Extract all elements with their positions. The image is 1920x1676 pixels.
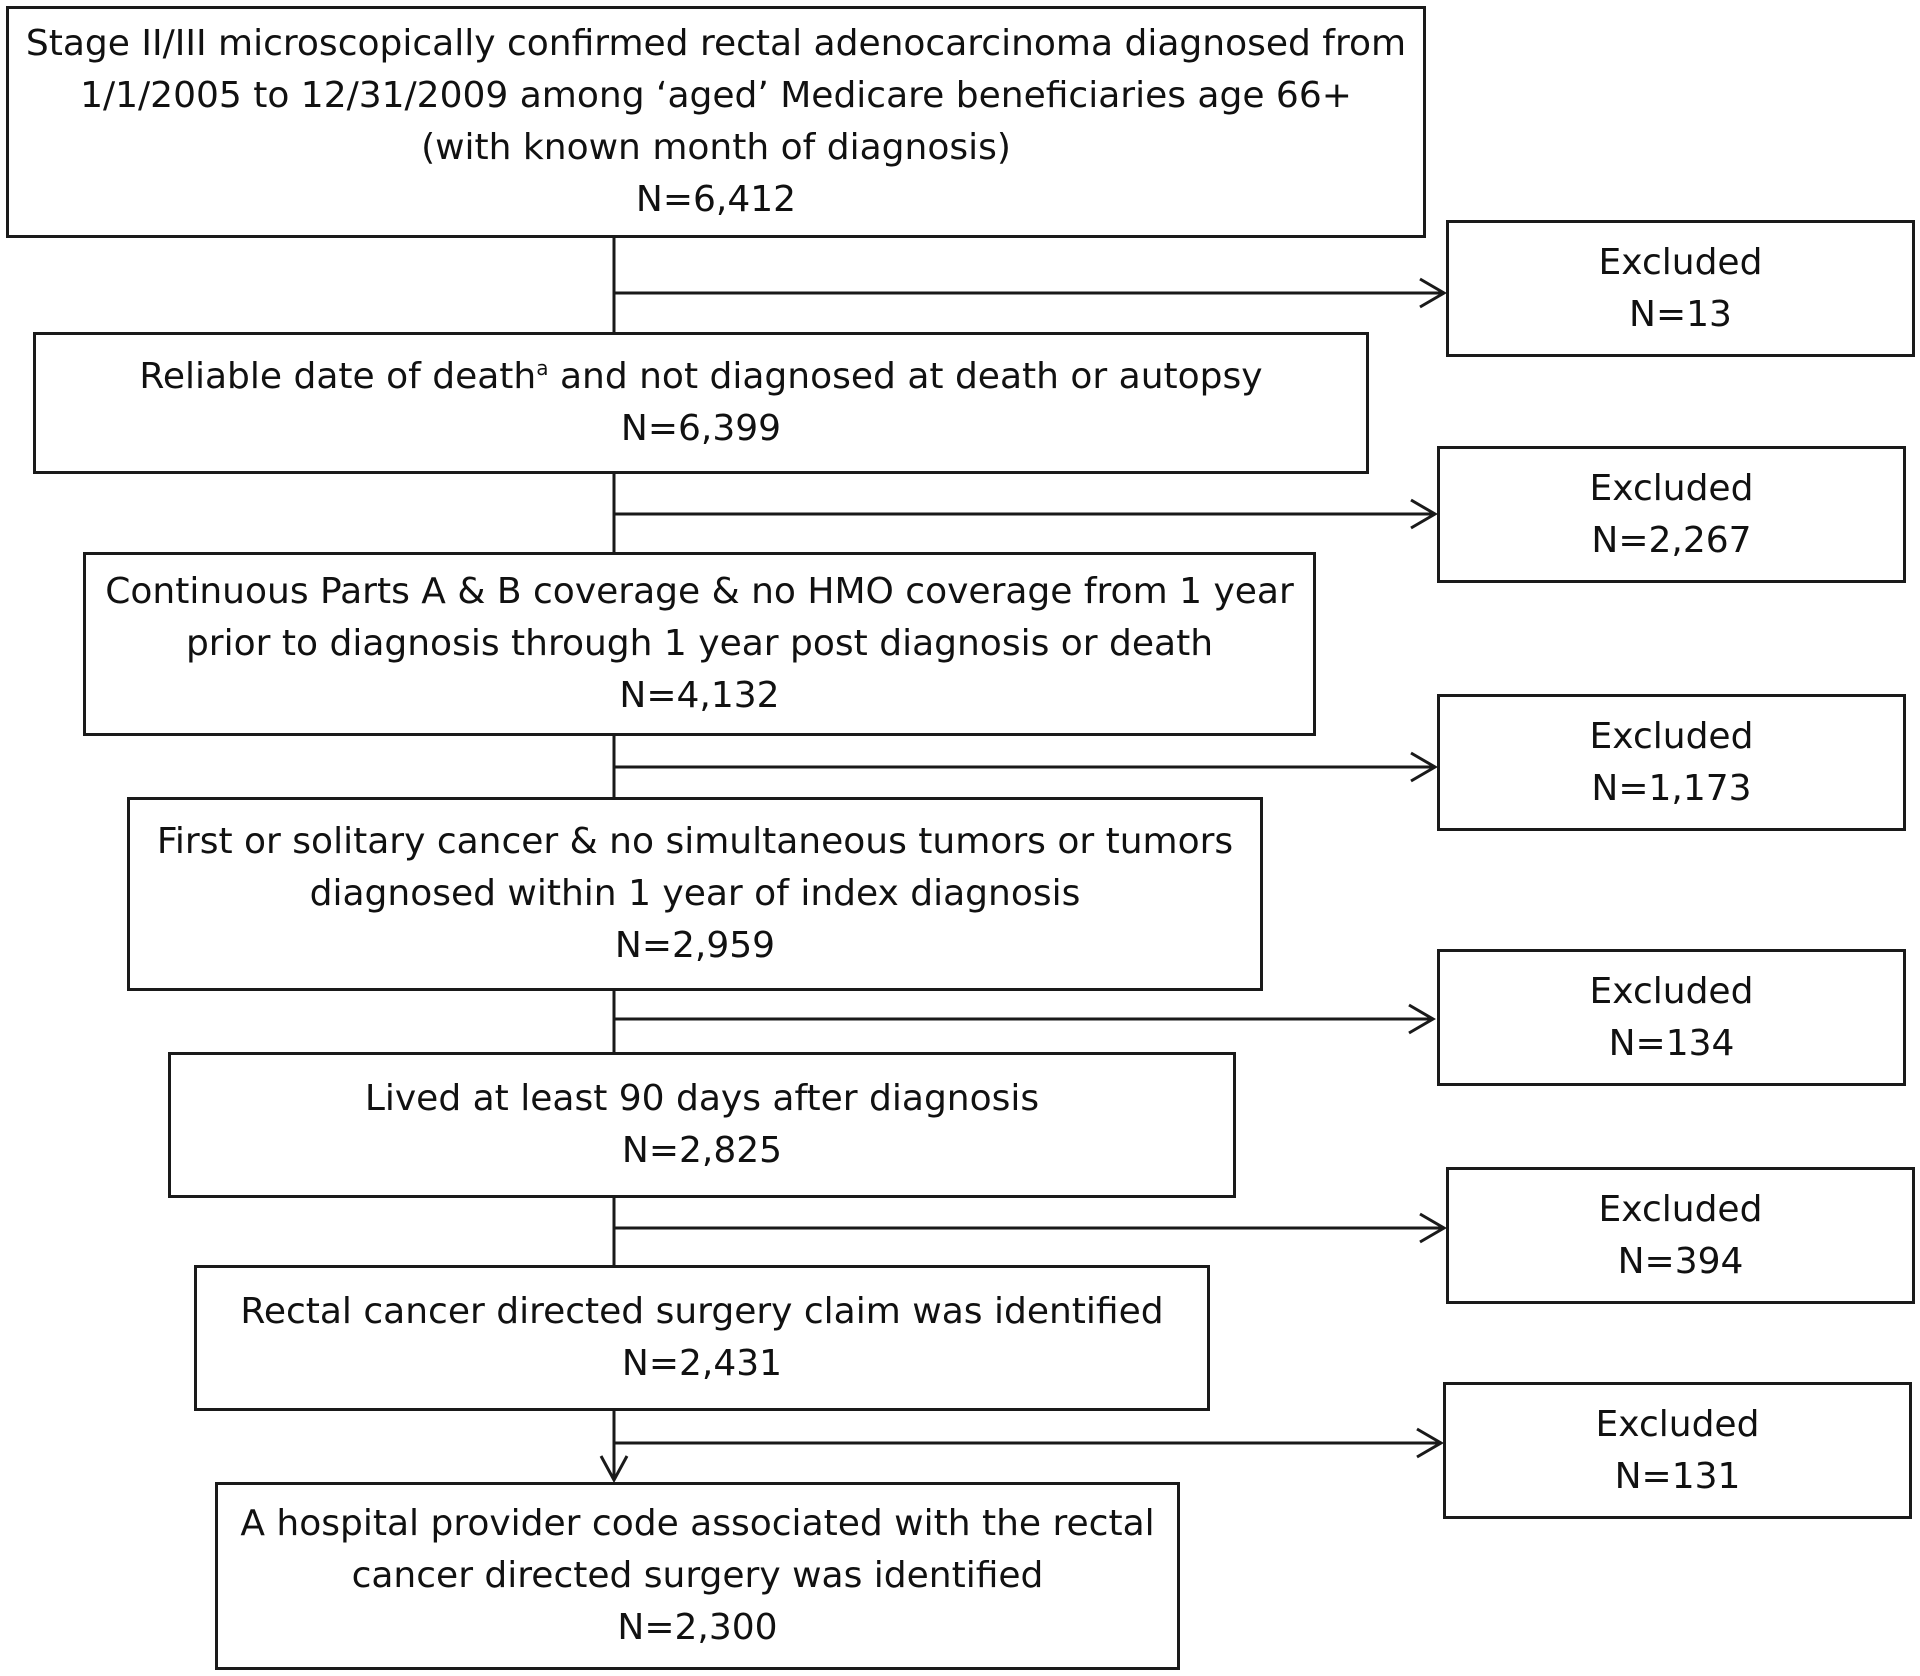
exclusion-arrowhead-5 (1419, 1212, 1447, 1244)
flow-box-4-line-1: First or solitary cancer & no simultaneo… (156, 821, 1234, 862)
flow-box-7-line-2: cancer directed surgery was identified (351, 1555, 1044, 1596)
flow-box-5-count: N=2,825 (621, 1130, 783, 1171)
flow-box-1-line-2: 1/1/2005 to 12/31/2009 among ‘aged’ Medi… (80, 75, 1352, 116)
final-down-arrowhead (599, 1455, 629, 1484)
flow-box-2-count: N=6,399 (620, 408, 782, 449)
excluded-box-5-label: Excluded (1598, 1188, 1763, 1230)
exclusion-arrowhead-6 (1416, 1427, 1444, 1459)
flow-box-7-count: N=2,300 (617, 1607, 778, 1648)
flow-box-7-line-1: A hospital provider code associated with… (240, 1503, 1155, 1544)
exclusion-arrowhead-1 (1419, 277, 1447, 309)
excluded-box-6-count: N=131 (1614, 1455, 1741, 1497)
excluded-box-4: Excluded N=134 (1437, 949, 1906, 1086)
flow-box-7: A hospital provider code associated with… (215, 1482, 1180, 1670)
exclusion-arrowhead-4 (1408, 1003, 1436, 1035)
excluded-box-5: Excluded N=394 (1446, 1167, 1915, 1304)
flow-box-1: Stage II/III microscopically confirmed r… (6, 6, 1426, 238)
flow-box-1-count: N=6,412 (635, 179, 797, 220)
flow-box-3-count: N=4,132 (619, 675, 780, 716)
flow-box-4-count: N=2,959 (614, 925, 776, 966)
excluded-box-3-label: Excluded (1589, 715, 1754, 757)
excluded-box-2: Excluded N=2,267 (1437, 446, 1906, 583)
excluded-box-1-label: Excluded (1598, 241, 1763, 283)
excluded-box-3-count: N=1,173 (1591, 767, 1752, 809)
flow-box-3-line-2: prior to diagnosis through 1 year post d… (185, 623, 1214, 664)
flow-box-2-text-pre: Reliable date of death (139, 356, 537, 397)
flow-box-3: Continuous Parts A & B coverage & no HMO… (83, 552, 1316, 736)
flow-box-2: Reliable date of deatha and not diagnose… (33, 332, 1369, 474)
exclusion-arrowhead-3 (1410, 751, 1438, 783)
flow-box-6: Rectal cancer directed surgery claim was… (194, 1265, 1210, 1411)
excluded-box-1: Excluded N=13 (1446, 220, 1915, 357)
excluded-box-3: Excluded N=1,173 (1437, 694, 1906, 831)
flow-box-6-count: N=2,431 (621, 1343, 783, 1384)
excluded-box-4-count: N=134 (1608, 1022, 1735, 1064)
excluded-box-6-label: Excluded (1595, 1403, 1760, 1445)
flow-box-1-line-1: Stage II/III microscopically confirmed r… (25, 23, 1407, 64)
flow-box-4-line-2: diagnosed within 1 year of index diagnos… (309, 873, 1081, 914)
flow-box-4: First or solitary cancer & no simultaneo… (127, 797, 1263, 991)
flow-box-2-line-1: Reliable date of deatha and not diagnose… (139, 351, 1262, 403)
flow-box-5: Lived at least 90 days after diagnosis N… (168, 1052, 1236, 1198)
flow-box-2-text-post: and not diagnosed at death or autopsy (548, 356, 1263, 397)
footnote-marker-a: a (536, 356, 549, 380)
excluded-box-5-count: N=394 (1617, 1240, 1744, 1282)
excluded-box-1-count: N=13 (1629, 293, 1732, 335)
flow-box-1-line-3: (with known month of diagnosis) (421, 127, 1011, 168)
flow-box-6-line-1: Rectal cancer directed surgery claim was… (240, 1291, 1164, 1332)
excluded-box-2-count: N=2,267 (1591, 519, 1752, 561)
flow-box-3-line-1: Continuous Parts A & B coverage & no HMO… (105, 571, 1294, 612)
excluded-box-6: Excluded N=131 (1443, 1382, 1912, 1519)
flow-box-5-line-1: Lived at least 90 days after diagnosis (364, 1078, 1040, 1119)
exclusion-arrowhead-2 (1410, 498, 1438, 530)
excluded-box-2-label: Excluded (1589, 467, 1754, 509)
excluded-box-4-label: Excluded (1589, 970, 1754, 1012)
